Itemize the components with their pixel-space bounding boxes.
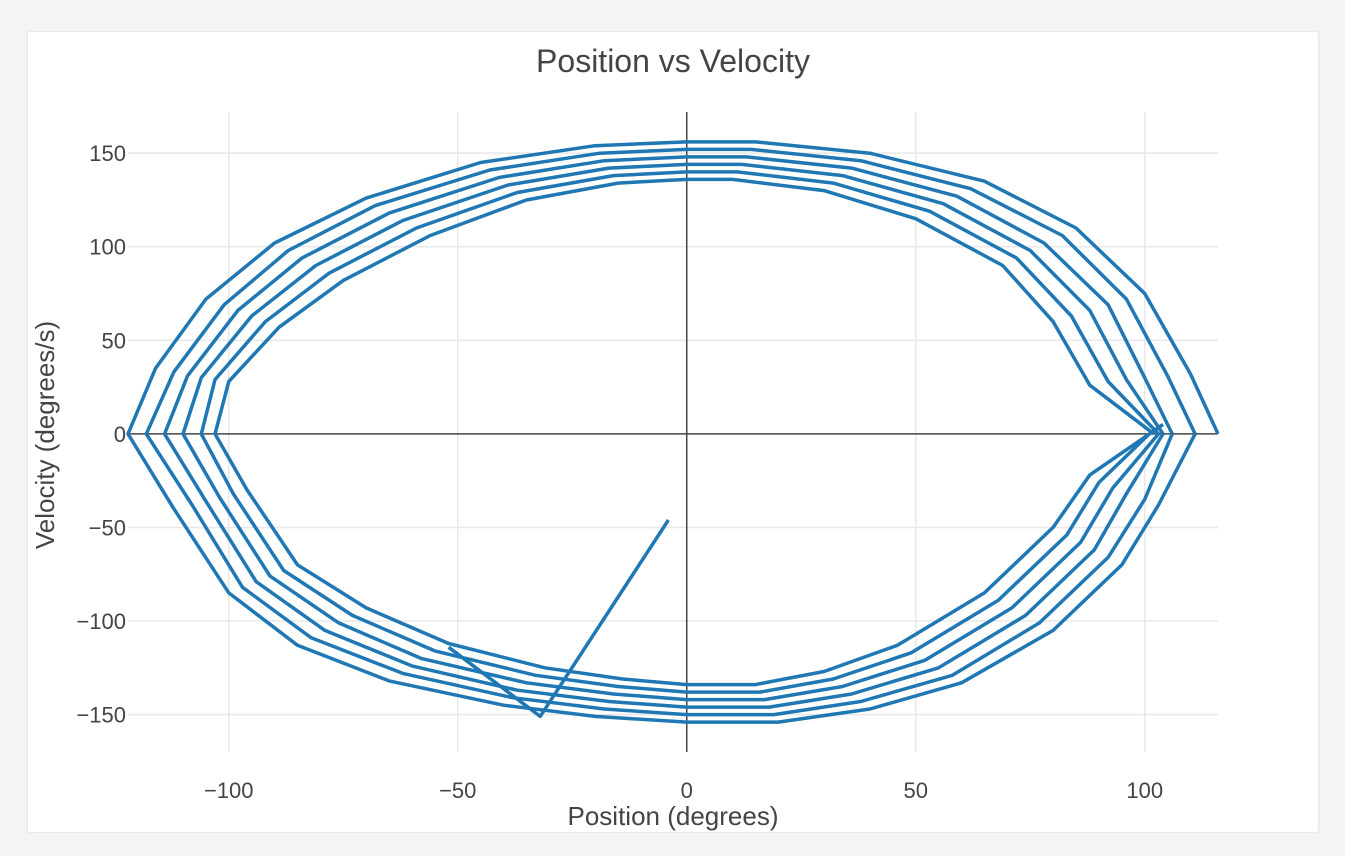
- y-tick-label: −50: [89, 515, 126, 540]
- x-tick-label: −100: [204, 778, 254, 803]
- y-tick-label: 50: [102, 328, 126, 353]
- y-tick-label: 100: [89, 235, 126, 260]
- series-line-orbit-5: [199, 170, 1160, 694]
- zero-lines: [128, 112, 1218, 752]
- chart-title: Position vs Velocity: [536, 43, 810, 79]
- x-tick-label: −50: [439, 778, 476, 803]
- y-axis-title: Velocity (degrees/s): [30, 321, 60, 549]
- x-axis-title: Position (degrees): [568, 801, 779, 831]
- x-tick-label: 50: [903, 778, 927, 803]
- x-tick-label: 100: [1126, 778, 1163, 803]
- chart-card: Position vs Velocity −100 −50 0 50 100 −150−…: [28, 32, 1318, 832]
- grid-layer: [128, 112, 1218, 752]
- series-line-orbit-2: [144, 147, 1197, 717]
- y-tick-labels: −150 −100 −50 0 50 100 150: [76, 141, 126, 727]
- y-tick-label: −150: [76, 703, 126, 728]
- x-tick-labels: −100 −50 0 50 100: [204, 778, 1163, 803]
- series-line-orbit-6: [213, 177, 1164, 687]
- traces-layer: [126, 140, 1220, 724]
- series-line-orbit-3: [162, 155, 1174, 709]
- position-velocity-chart: Position vs Velocity −100 −50 0 50 100 −150−…: [30, 43, 1220, 831]
- series-line-orbit-1: [126, 140, 1220, 724]
- y-tick-label: 0: [114, 422, 126, 447]
- x-tick-label: 0: [681, 778, 693, 803]
- y-tick-label: −100: [76, 609, 126, 634]
- series-line-orbit-4: [181, 162, 1165, 702]
- y-tick-label: 150: [89, 141, 126, 166]
